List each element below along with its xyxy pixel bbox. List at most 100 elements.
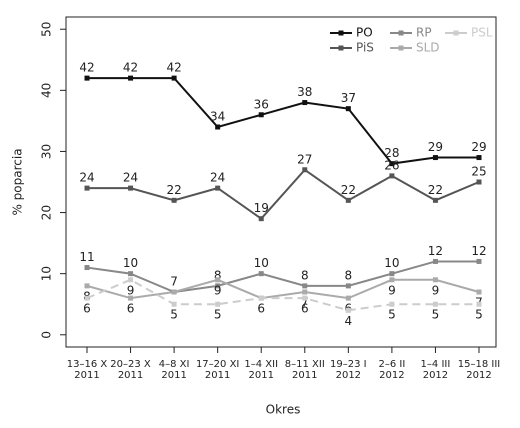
data-label: 12 [428, 244, 443, 258]
data-label: 34 [210, 110, 225, 124]
y-tick-label: 20 [40, 205, 54, 220]
data-label: 36 [254, 97, 269, 111]
data-point [171, 301, 177, 307]
y-tick-label: 10 [40, 266, 54, 281]
legend-label: PO [356, 26, 373, 40]
data-point [432, 197, 438, 203]
data-label: 7 [170, 275, 178, 289]
data-point [389, 301, 395, 307]
data-label: 22 [428, 183, 443, 197]
data-point [476, 301, 482, 307]
data-point [128, 185, 134, 191]
data-point [389, 277, 395, 283]
series-line [87, 168, 480, 220]
data-point [171, 289, 177, 295]
data-label: 42 [79, 61, 94, 75]
x-tick-label: 20–23 X 2011 [110, 359, 151, 381]
x-axis-label: Okres [266, 403, 301, 417]
data-label: 5 [432, 308, 440, 322]
data-point [84, 75, 90, 81]
data-label: 9 [214, 283, 222, 297]
data-point [84, 185, 90, 191]
legend-label: PSL [471, 26, 493, 40]
data-point [302, 100, 308, 106]
data-point [128, 277, 134, 283]
data-label: 7 [301, 296, 309, 310]
data-label: 6 [301, 302, 309, 316]
data-label: 4 [345, 314, 353, 328]
y-axis-label: % poparcia [11, 148, 25, 215]
data-point [345, 106, 351, 112]
data-label: 10 [384, 256, 399, 270]
legend-marker [453, 30, 459, 36]
data-label: 24 [210, 171, 225, 185]
data-point [345, 307, 351, 313]
x-tick-label: 19–23 I 2012 [330, 359, 367, 381]
data-point [84, 265, 90, 271]
data-label: 29 [428, 140, 443, 154]
legend-label: PiS [356, 41, 374, 55]
x-tick-label: 2–6 II 2012 [378, 359, 406, 381]
data-label: 8 [214, 268, 222, 282]
y-tick-label: 40 [40, 83, 54, 98]
data-label: 42 [123, 61, 138, 75]
x-tick-label: 13–16 X 2011 [66, 359, 108, 381]
data-point [84, 283, 90, 289]
legend-label: RP [416, 26, 432, 40]
data-label: 42 [166, 61, 181, 75]
x-tick-label: 1–4 XII 2011 [244, 359, 279, 381]
y-tick-label: 30 [40, 144, 54, 159]
data-point [432, 277, 438, 283]
data-point [215, 283, 221, 289]
data-point [258, 271, 264, 277]
data-label: 5 [214, 308, 222, 322]
data-label: 12 [471, 244, 486, 258]
data-point [258, 112, 264, 118]
data-point [84, 295, 90, 301]
data-point [476, 155, 482, 161]
data-label: 9 [388, 283, 396, 297]
data-point [302, 283, 308, 289]
data-label: 6 [83, 302, 91, 316]
data-point [258, 216, 264, 222]
data-point [302, 289, 308, 295]
legend-marker [398, 45, 404, 51]
data-point [128, 295, 134, 301]
data-point [432, 301, 438, 307]
data-label: 8 [345, 268, 353, 282]
legend-marker [338, 30, 344, 36]
data-point [345, 283, 351, 289]
data-label: 37 [341, 91, 356, 105]
data-label: 29 [471, 140, 486, 154]
data-point [302, 295, 308, 301]
data-point [389, 173, 395, 179]
series-line [86, 278, 479, 312]
data-label: 5 [170, 308, 178, 322]
data-point [215, 124, 221, 130]
data-label: 6 [257, 302, 265, 316]
series-line [86, 260, 479, 294]
data-label: 5 [388, 308, 396, 322]
data-point [128, 75, 134, 81]
data-label: 10 [254, 256, 269, 270]
data-point [302, 167, 308, 173]
data-point [476, 289, 482, 295]
data-point [171, 75, 177, 81]
data-point [432, 258, 438, 264]
data-label: 19 [254, 201, 269, 215]
data-label: 25 [471, 165, 486, 179]
data-label: 5 [475, 308, 483, 322]
data-label: 10 [123, 256, 138, 270]
data-label: 6 [127, 302, 135, 316]
data-point [215, 301, 221, 307]
data-label: 22 [166, 183, 181, 197]
plot-frame [65, 16, 497, 348]
data-label: 22 [341, 183, 356, 197]
data-label: 24 [79, 171, 94, 185]
data-point [345, 295, 351, 301]
data-point [389, 161, 395, 167]
x-tick-label: 4–8 XI 2011 [158, 359, 190, 381]
data-label: 26 [384, 158, 399, 172]
